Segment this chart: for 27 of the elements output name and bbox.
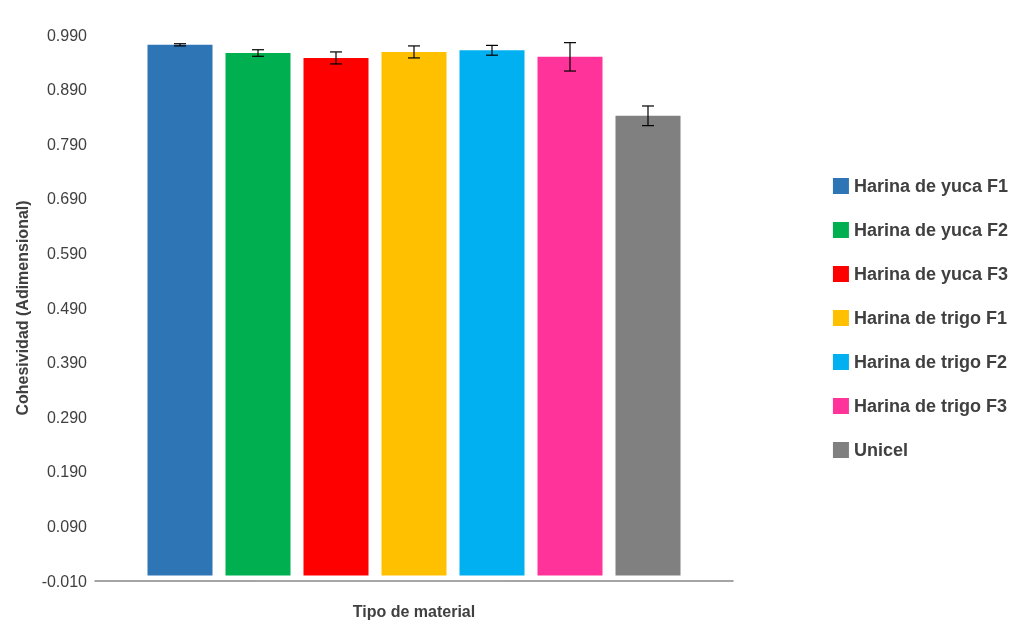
y-tick-label: 0.590 xyxy=(46,244,88,262)
bar xyxy=(147,44,213,576)
legend-label: Harina de trigo F3 xyxy=(853,396,1007,416)
y-tick-label: 0.890 xyxy=(46,81,88,99)
bar xyxy=(225,53,291,576)
legend-label: Harina de trigo F2 xyxy=(853,352,1007,372)
y-tick-label: 0.790 xyxy=(46,135,88,153)
y-tick-label: 0.490 xyxy=(46,299,88,317)
legend-label: Harina de yuca F2 xyxy=(853,220,1009,240)
legend-label: Harina de yuca F3 xyxy=(853,264,1009,284)
y-tick-label: 0.090 xyxy=(46,517,88,535)
bar xyxy=(459,50,525,576)
y-tick-label: 0.690 xyxy=(46,190,88,208)
y-tick-label: 0.290 xyxy=(46,408,88,426)
bar xyxy=(381,51,447,576)
legend-label: Harina de yuca F1 xyxy=(853,176,1009,196)
legend-label: Unicel xyxy=(853,440,908,460)
bar xyxy=(615,115,681,576)
bar xyxy=(537,56,603,576)
bar xyxy=(303,57,369,576)
y-tick-label: 0.390 xyxy=(46,354,88,372)
y-tick-label: 0.990 xyxy=(46,26,88,44)
y-axis-title: Cohesividad (Adimensional) xyxy=(13,200,31,416)
legend-label: Harina de trigo F1 xyxy=(853,308,1007,328)
x-axis-title: Tipo de material xyxy=(352,602,476,620)
y-tick-label: -0.010 xyxy=(41,572,88,590)
y-tick-label: 0.190 xyxy=(46,463,88,481)
